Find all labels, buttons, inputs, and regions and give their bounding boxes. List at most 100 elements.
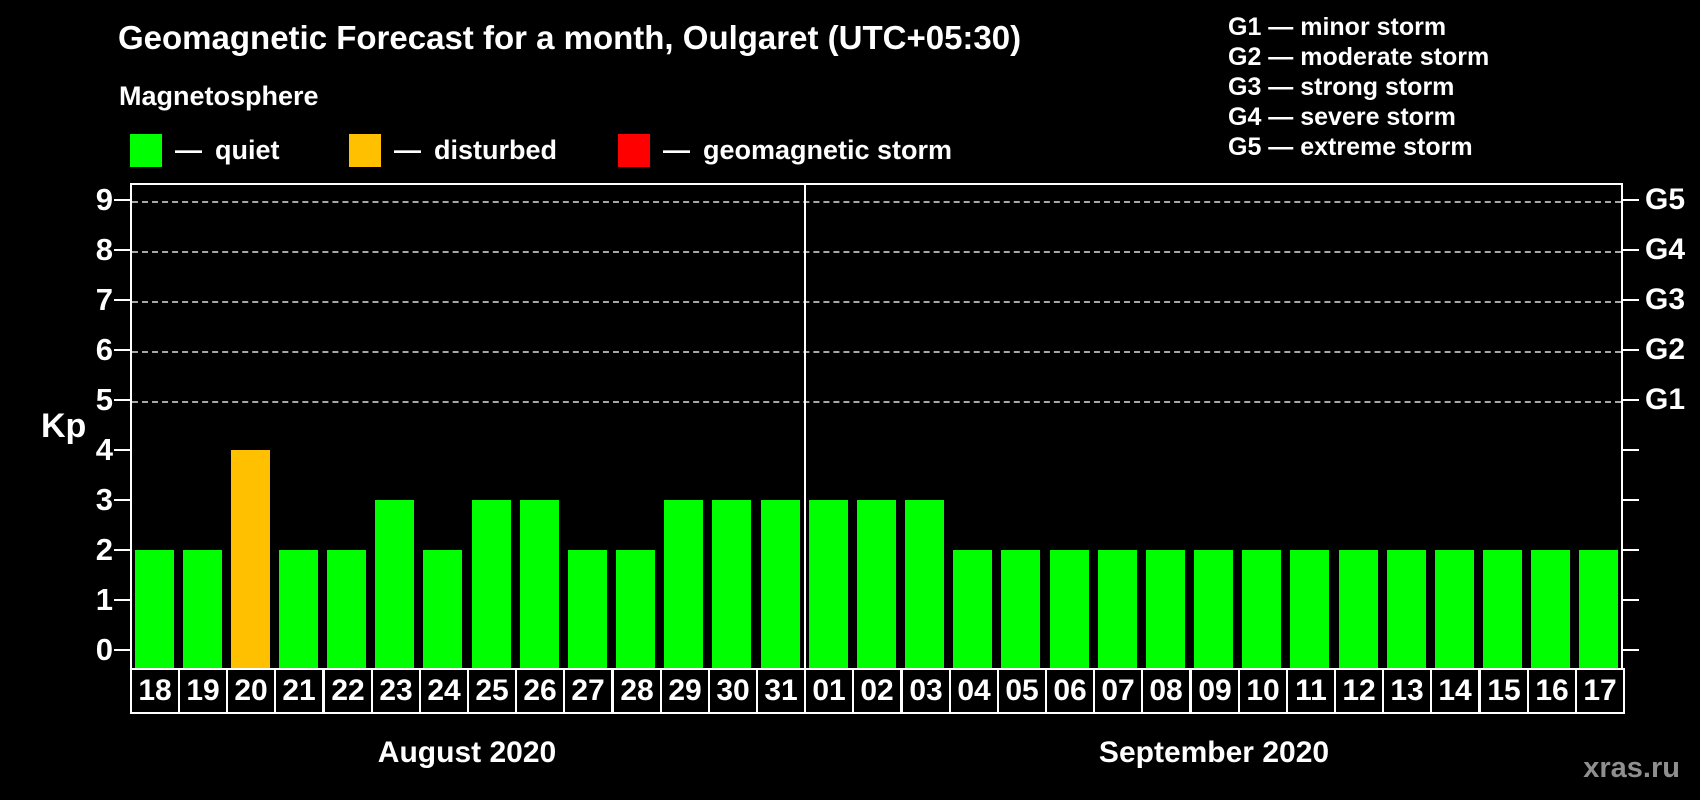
right-axis-label-g5: G5 bbox=[1645, 183, 1686, 216]
day-label-cell: 15 bbox=[1479, 668, 1529, 714]
g-legend-line: G5 — extreme storm bbox=[1228, 133, 1473, 161]
day-label-cell: 03 bbox=[901, 668, 951, 714]
day-label-cell: 23 bbox=[371, 668, 421, 714]
day-label-cell: 28 bbox=[612, 668, 662, 714]
chart-title: Geomagnetic Forecast for a month, Oulgar… bbox=[118, 19, 1022, 56]
legend-item-quiet: — quiet bbox=[130, 134, 280, 167]
kp-bar-day-08 bbox=[1146, 550, 1185, 668]
day-label-cell: 08 bbox=[1141, 668, 1191, 714]
y-tick-right bbox=[1623, 649, 1639, 651]
kp-bar-day-23 bbox=[375, 500, 414, 668]
g-legend-line: G1 — minor storm bbox=[1228, 13, 1447, 41]
gridline-kp7 bbox=[132, 301, 1621, 303]
right-axis-label-g4: G4 bbox=[1645, 233, 1686, 266]
y-tick-left bbox=[114, 299, 130, 301]
y-tick-right bbox=[1623, 349, 1639, 351]
kp-bar-day-30 bbox=[712, 500, 751, 668]
y-tick-right bbox=[1623, 299, 1639, 301]
day-label-cell: 24 bbox=[419, 668, 469, 714]
kp-bar-day-22 bbox=[327, 550, 366, 668]
day-label-cell: 22 bbox=[323, 668, 373, 714]
kp-bar-day-31 bbox=[761, 500, 800, 668]
right-axis-label-g2: G2 bbox=[1645, 333, 1686, 366]
y-tick-right bbox=[1623, 449, 1639, 451]
kp-bar-day-14 bbox=[1435, 550, 1474, 668]
kp-bar-day-02 bbox=[857, 500, 896, 668]
legend-swatch-quiet bbox=[130, 134, 162, 167]
kp-bar-day-07 bbox=[1098, 550, 1137, 668]
kp-bar-day-21 bbox=[279, 550, 318, 668]
gridline-kp9 bbox=[132, 201, 1621, 203]
legend-item-disturbed: — disturbed bbox=[349, 134, 557, 167]
day-label-cell: 27 bbox=[563, 668, 613, 714]
kp-bar-day-03 bbox=[905, 500, 944, 668]
legend-item-label: quiet bbox=[215, 135, 280, 165]
legend-swatch-storm bbox=[618, 134, 650, 167]
y-tick-left bbox=[114, 649, 130, 651]
kp-bar-day-15 bbox=[1483, 550, 1522, 668]
y-axis-label: Kp bbox=[41, 407, 87, 445]
magnetosphere-legend-title: Magnetosphere bbox=[119, 81, 319, 111]
y-tick-right bbox=[1623, 199, 1639, 201]
y-tick-left bbox=[114, 399, 130, 401]
y-tick-left bbox=[114, 599, 130, 601]
kp-bar-day-10 bbox=[1242, 550, 1281, 668]
legend-dash: — bbox=[394, 135, 421, 165]
day-label-cell: 01 bbox=[804, 668, 854, 714]
kp-bar-day-06 bbox=[1050, 550, 1089, 668]
g-legend-line: G3 — strong storm bbox=[1228, 73, 1455, 101]
kp-bar-day-24 bbox=[423, 550, 462, 668]
y-tick-label: 8 bbox=[95, 232, 113, 267]
day-label-cell: 29 bbox=[660, 668, 710, 714]
g-scale-legend: G1 — minor storm G2 — moderate storm G3 — … bbox=[1228, 12, 1489, 162]
legend-item-label: geomagnetic storm bbox=[703, 135, 953, 165]
month-separator-line bbox=[804, 183, 806, 668]
y-tick-right bbox=[1623, 599, 1639, 601]
day-label-cell: 17 bbox=[1575, 668, 1625, 714]
kp-bar-day-11 bbox=[1290, 550, 1329, 668]
day-label-cell: 14 bbox=[1430, 668, 1480, 714]
kp-bar-day-16 bbox=[1531, 550, 1570, 668]
y-tick-label: 5 bbox=[95, 382, 113, 417]
legend-item-storm: — geomagnetic storm bbox=[618, 134, 952, 167]
y-tick-label: 7 bbox=[95, 282, 113, 317]
y-tick-label: 0 bbox=[95, 632, 113, 667]
kp-bar-day-12 bbox=[1339, 550, 1378, 668]
g-legend-line: G2 — moderate storm bbox=[1228, 43, 1490, 71]
y-tick-right bbox=[1623, 399, 1639, 401]
day-label-cell: 25 bbox=[467, 668, 517, 714]
kp-bar-day-13 bbox=[1387, 550, 1426, 668]
y-tick-label: 9 bbox=[95, 182, 113, 217]
kp-bar-day-26 bbox=[520, 500, 559, 668]
g-legend-line: G4 — severe storm bbox=[1228, 103, 1456, 131]
kp-bar-day-19 bbox=[183, 550, 222, 668]
y-tick-left bbox=[114, 549, 130, 551]
gridline-kp5 bbox=[132, 401, 1621, 403]
legend-dash: — bbox=[663, 135, 690, 165]
y-tick-left bbox=[114, 449, 130, 451]
y-tick-right bbox=[1623, 549, 1639, 551]
y-tick-label: 3 bbox=[95, 482, 113, 517]
watermark: xras.ru bbox=[1583, 752, 1680, 784]
right-axis-label-g1: G1 bbox=[1645, 383, 1686, 416]
y-tick-left bbox=[114, 199, 130, 201]
kp-bar-day-01 bbox=[809, 500, 848, 668]
kp-bar-day-28 bbox=[616, 550, 655, 668]
day-label-cell: 20 bbox=[226, 668, 276, 714]
y-tick-label: 6 bbox=[95, 332, 113, 367]
month-label: September 2020 bbox=[1098, 736, 1330, 769]
legend-item-label: disturbed bbox=[434, 135, 558, 165]
legend-swatch-disturbed bbox=[349, 134, 381, 167]
day-label-cell: 19 bbox=[178, 668, 228, 714]
day-label-cell: 26 bbox=[515, 668, 565, 714]
kp-bar-day-17 bbox=[1579, 550, 1618, 668]
y-tick-right bbox=[1623, 249, 1639, 251]
y-tick-label: 1 bbox=[95, 582, 113, 617]
legend-dash: — bbox=[175, 135, 202, 165]
kp-bar-day-29 bbox=[664, 500, 703, 668]
day-label-cell: 07 bbox=[1093, 668, 1143, 714]
day-label-cell: 04 bbox=[949, 668, 999, 714]
y-tick-right bbox=[1623, 499, 1639, 501]
day-label-cell: 10 bbox=[1238, 668, 1288, 714]
